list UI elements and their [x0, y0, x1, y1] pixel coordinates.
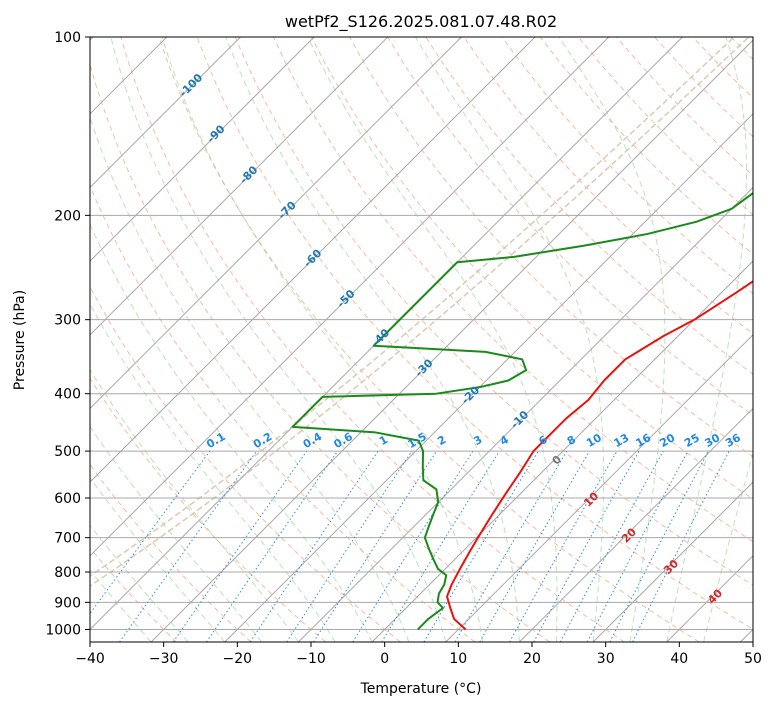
- x-tick-label: 50: [744, 651, 762, 667]
- isotherm-line: [90, 37, 536, 483]
- y-tick-label: 300: [54, 313, 81, 329]
- isotherm-line: [90, 37, 389, 336]
- y-tick-label: 600: [54, 491, 81, 507]
- x-tick-label: −20: [223, 651, 253, 667]
- x-tick-label: −40: [75, 651, 105, 667]
- mixing-ratio-line: [533, 450, 640, 642]
- mixing-ratio-line: [249, 450, 379, 642]
- x-tick-label: 20: [523, 651, 541, 667]
- dry-adiabat-line: [120, 37, 625, 642]
- mixing-ratio-line: [381, 450, 500, 642]
- dry-adiabat-line: [90, 184, 476, 642]
- profile-lines: [291, 191, 753, 631]
- dry-adiabat-line: [90, 547, 177, 642]
- y-tick-label: 1000: [45, 622, 81, 638]
- mixing-ratio-line: [205, 450, 338, 642]
- dry-adiabat-line: [234, 37, 753, 586]
- y-tick-label: 800: [54, 565, 81, 581]
- y-tick-label: 200: [54, 208, 81, 224]
- y-axis-title: Pressure (hPa): [12, 290, 28, 390]
- y-tick-label: 500: [54, 444, 81, 460]
- mixing-ratio-line: [90, 450, 211, 615]
- isotherm-line: [224, 113, 753, 642]
- plot-frame: [89, 36, 754, 643]
- moist-adiabat-line: [666, 37, 748, 642]
- isotherm-line: [298, 186, 753, 642]
- mixing-ratio-line: [119, 450, 258, 642]
- reference-curve: [90, 37, 735, 577]
- isotherm-line: [371, 260, 753, 642]
- moist-adiabat-line: [558, 37, 666, 642]
- moist-adiabat-line: [90, 303, 336, 642]
- dewpoint-profile-line: [291, 191, 753, 631]
- isotherm-line: [90, 37, 241, 189]
- dry-adiabat-line: [90, 62, 551, 642]
- isotherm-line: [519, 407, 753, 642]
- moist-adiabat-line: [90, 425, 263, 642]
- moist-adiabat-line: [415, 37, 605, 642]
- moist-adiabat-line: [307, 37, 558, 642]
- isotherm-line: [90, 37, 315, 262]
- chart-title: wetPf2_S126.2025.081.07.48.R02: [285, 12, 557, 32]
- y-tick-label: 900: [54, 595, 81, 611]
- mixing-ratio-line: [632, 450, 730, 642]
- y-tick-label: 700: [54, 531, 81, 547]
- moist-adiabat-line: [225, 37, 520, 642]
- mixing-ratio-line: [172, 450, 308, 642]
- dry-adiabat-line: [90, 463, 252, 642]
- mixing-ratio-line: [559, 450, 664, 642]
- x-tick-label: −10: [296, 651, 326, 667]
- mixing-ratio-line: [509, 450, 618, 642]
- mixing-ratio-line: [286, 450, 413, 642]
- isotherm-line: [445, 334, 753, 642]
- x-tick-label: 10: [449, 651, 467, 667]
- moist-adiabat-line: [90, 477, 226, 642]
- moist-adiabat-line: [110, 37, 447, 642]
- dry-adiabat-line: [387, 37, 753, 416]
- x-tick-label: 40: [670, 651, 688, 667]
- dry-adiabat-line: [769, 37, 775, 642]
- x-tick-label: 0: [380, 651, 389, 667]
- dry-adiabat-line: [158, 37, 700, 642]
- moist-adiabat-line: [90, 115, 410, 642]
- dry-adiabat-line: [501, 37, 753, 295]
- moist-adiabat-line: [90, 223, 373, 642]
- y-tick-label: 400: [54, 387, 81, 403]
- isotherm-line: [90, 37, 462, 410]
- y-tick-label: 100: [54, 30, 81, 46]
- moist-adiabat-line: [90, 524, 189, 642]
- moist-adiabat-line: [90, 569, 152, 642]
- dry-adiabat-line: [90, 377, 327, 642]
- reference-curve: [90, 37, 750, 587]
- dry-adiabat-line: [349, 37, 753, 458]
- axis-ticks: −40 −30 −20 −10 0 10 20 30 40 50 1000 900 800 700 600 5…: [45, 30, 762, 667]
- moist-adiabat-line: [703, 451, 753, 642]
- isotherm-line: [90, 37, 610, 557]
- x-axis-title: Temperature (°C): [360, 681, 482, 697]
- x-tick-label: −30: [149, 651, 179, 667]
- mixing-ratio-line: [313, 450, 438, 642]
- x-tick-label: 30: [597, 651, 615, 667]
- temperature-profile-line: [446, 280, 753, 631]
- isotherm-line: [592, 481, 753, 642]
- isotherm-line: [150, 39, 753, 642]
- dry-adiabat-line: [196, 37, 753, 631]
